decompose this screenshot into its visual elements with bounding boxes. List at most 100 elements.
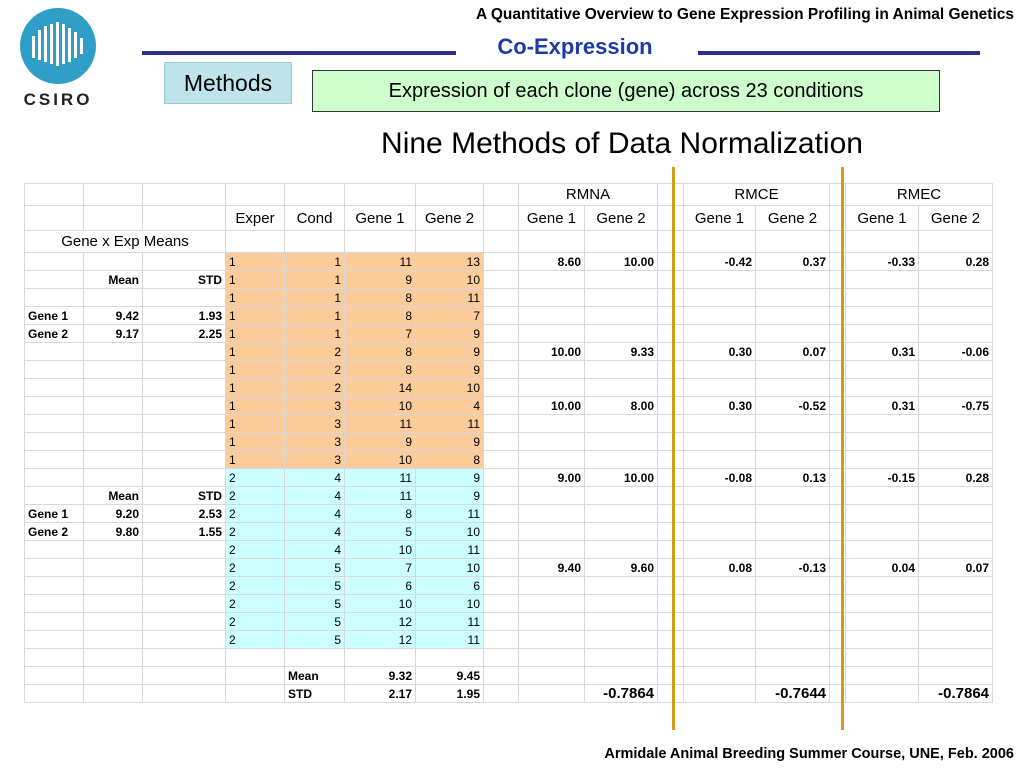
exper-cell: 2 [225, 540, 285, 559]
empty-cell [584, 414, 658, 433]
empty-cell [845, 288, 919, 307]
empty-cell [845, 486, 919, 505]
empty-cell [24, 468, 84, 487]
gene2-cell: 9 [415, 360, 484, 379]
empty-cell [284, 183, 345, 206]
normalized-value: 10.00 [518, 342, 585, 361]
empty-cell [918, 612, 993, 631]
empty-cell [918, 324, 993, 343]
table-row: 1 3 11 11 [24, 414, 993, 433]
summary-mean-gene1: 9.32 [344, 666, 416, 685]
exper-cell: 2 [225, 522, 285, 541]
table-row: Gene 2 9.80 1.55 2 4 5 10 [24, 522, 993, 541]
empty-cell [845, 630, 919, 649]
empty-cell [83, 630, 143, 649]
empty-cell [24, 648, 84, 667]
table-row: 2 4 10 11 [24, 540, 993, 559]
empty-cell [584, 648, 658, 667]
empty-cell [657, 522, 684, 541]
empty-cell [755, 270, 830, 289]
empty-cell [518, 360, 585, 379]
table-row: Gene 1 9.42 1.93 1 1 8 7 [24, 306, 993, 325]
empty-cell [83, 648, 143, 667]
empty-cell [657, 306, 684, 325]
empty-cell [518, 576, 585, 595]
divider-line-2 [841, 167, 844, 730]
empty-cell [755, 288, 830, 307]
exper-cell: 1 [225, 378, 285, 397]
table-row: 1 2 8 9 10.00 9.33 0.30 0.07 0.31 -0.06 [24, 342, 993, 361]
gene2-cell: 13 [415, 252, 484, 271]
empty-cell [755, 648, 830, 667]
gene2-cell: 10 [415, 594, 484, 613]
empty-cell [683, 378, 756, 397]
empty-cell [657, 360, 684, 379]
gene1-cell: 9 [344, 432, 416, 451]
table-row: 2 5 10 10 [24, 594, 993, 613]
empty-cell [518, 486, 585, 505]
empty-cell [918, 540, 993, 559]
exper-cell: 2 [225, 612, 285, 631]
empty-cell [518, 522, 585, 541]
gene1-cell: 11 [344, 468, 416, 487]
empty-cell [683, 576, 756, 595]
empty-cell [845, 450, 919, 469]
empty-cell [483, 540, 519, 559]
gene2-cell: 11 [415, 414, 484, 433]
empty-cell [344, 183, 416, 206]
empty-cell [518, 648, 585, 667]
empty-cell [24, 360, 84, 379]
mean-label: Mean [83, 486, 143, 505]
logo-text: CSIRO [24, 90, 93, 109]
empty-cell [657, 378, 684, 397]
divider-line-1 [672, 167, 675, 730]
empty-cell [657, 666, 684, 685]
std-label: STD [142, 486, 226, 505]
empty-cell [83, 558, 143, 577]
empty-cell [483, 684, 519, 703]
cond-cell: 1 [284, 288, 345, 307]
empty-cell [683, 486, 756, 505]
gene1-cell: 10 [344, 594, 416, 613]
gene-mean: 9.42 [83, 306, 143, 325]
cond-cell: 5 [284, 612, 345, 631]
column-header: Cond [284, 205, 345, 231]
empty-cell [657, 342, 684, 361]
empty-cell [483, 230, 519, 253]
empty-cell [518, 324, 585, 343]
normalized-value: -0.33 [845, 252, 919, 271]
empty-cell [657, 288, 684, 307]
column-header: Gene 2 [415, 205, 484, 231]
gene2-cell: 11 [415, 288, 484, 307]
empty-cell [845, 666, 919, 685]
empty-cell [142, 360, 226, 379]
empty-cell [83, 378, 143, 397]
empty-cell [518, 378, 585, 397]
empty-cell [24, 378, 84, 397]
empty-cell [483, 396, 519, 415]
cond-cell: 5 [284, 558, 345, 577]
empty-cell [918, 594, 993, 613]
gene2-cell: 7 [415, 306, 484, 325]
empty-cell [83, 684, 143, 703]
empty-cell [518, 230, 585, 253]
gene-label: Gene 1 [24, 306, 84, 325]
empty-cell [24, 342, 84, 361]
empty-cell [755, 450, 830, 469]
gene2-cell: 6 [415, 576, 484, 595]
summary-mean-gene2: 9.45 [415, 666, 484, 685]
empty-cell [657, 205, 684, 231]
gene1-cell: 10 [344, 396, 416, 415]
empty-cell [483, 450, 519, 469]
gene2-cell: 8 [415, 450, 484, 469]
empty-cell [518, 432, 585, 451]
empty-cell [483, 360, 519, 379]
empty-cell [24, 288, 84, 307]
normalized-value: 0.30 [683, 342, 756, 361]
column-header: Gene 1 [845, 205, 919, 231]
empty-cell [142, 558, 226, 577]
empty-cell [584, 612, 658, 631]
empty-cell [845, 360, 919, 379]
gene1-cell: 10 [344, 540, 416, 559]
gene2-cell: 4 [415, 396, 484, 415]
